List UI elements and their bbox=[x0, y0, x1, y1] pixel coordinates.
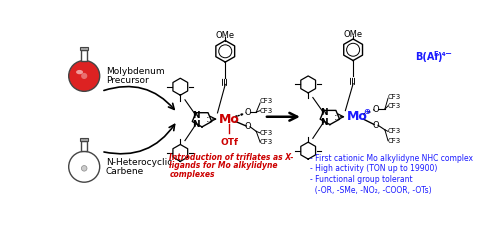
Text: N: N bbox=[320, 108, 328, 118]
Text: ...: ... bbox=[82, 46, 86, 50]
Text: CF3: CF3 bbox=[388, 103, 401, 109]
Ellipse shape bbox=[76, 70, 83, 74]
Circle shape bbox=[81, 73, 87, 79]
Text: O: O bbox=[372, 105, 379, 114]
Text: O: O bbox=[244, 108, 251, 117]
Text: complexes: complexes bbox=[170, 170, 215, 179]
Text: N: N bbox=[192, 111, 200, 120]
Circle shape bbox=[82, 166, 87, 171]
Text: - High activity (TON up to 19900): - High activity (TON up to 19900) bbox=[310, 164, 438, 173]
Text: - First cationic Mo alkylidyne NHC complex: - First cationic Mo alkylidyne NHC compl… bbox=[310, 154, 474, 163]
FancyBboxPatch shape bbox=[82, 141, 87, 151]
Circle shape bbox=[68, 61, 100, 91]
Text: :: : bbox=[206, 114, 209, 124]
Text: N-Heterocyclic: N-Heterocyclic bbox=[106, 158, 172, 167]
Circle shape bbox=[68, 151, 100, 182]
FancyBboxPatch shape bbox=[80, 47, 88, 50]
Text: CF3: CF3 bbox=[388, 128, 401, 134]
Text: −: − bbox=[444, 49, 451, 58]
Text: (-OR, -SMe, -NO₂, -COOR, -OTs): (-OR, -SMe, -NO₂, -COOR, -OTs) bbox=[310, 186, 432, 195]
Text: ...: ... bbox=[82, 137, 86, 141]
Text: CF3: CF3 bbox=[260, 98, 274, 104]
Text: Molybdenum: Molybdenum bbox=[106, 67, 164, 76]
Text: N: N bbox=[320, 118, 328, 127]
FancyBboxPatch shape bbox=[80, 138, 88, 141]
Text: ≡: ≡ bbox=[220, 76, 230, 85]
Text: O: O bbox=[244, 122, 251, 131]
Text: Mo: Mo bbox=[218, 113, 240, 125]
Text: ≡: ≡ bbox=[348, 74, 358, 84]
Text: Carbene: Carbene bbox=[106, 167, 144, 176]
Text: F: F bbox=[434, 51, 438, 57]
Text: CF3: CF3 bbox=[260, 108, 274, 114]
Text: N: N bbox=[192, 120, 200, 129]
FancyBboxPatch shape bbox=[82, 50, 87, 61]
Text: :: : bbox=[334, 112, 337, 122]
Text: )⁴: )⁴ bbox=[437, 52, 446, 63]
Text: ligands for Mo alkylidyne: ligands for Mo alkylidyne bbox=[170, 161, 278, 170]
Text: B(Ar: B(Ar bbox=[415, 52, 440, 63]
Text: Introduction of triflates as X-: Introduction of triflates as X- bbox=[170, 153, 294, 162]
Text: - Functional group tolerant: - Functional group tolerant bbox=[310, 175, 413, 184]
Text: OMe: OMe bbox=[344, 30, 362, 39]
Text: O: O bbox=[372, 121, 379, 130]
Text: CF3: CF3 bbox=[260, 130, 274, 136]
Text: Mo: Mo bbox=[346, 110, 368, 123]
Text: OMe: OMe bbox=[216, 31, 235, 40]
Text: CF3: CF3 bbox=[388, 94, 401, 100]
Text: OTf: OTf bbox=[220, 137, 238, 147]
Text: Precursor: Precursor bbox=[106, 76, 148, 85]
Text: ⊕: ⊕ bbox=[363, 107, 370, 116]
Text: CF3: CF3 bbox=[388, 138, 401, 144]
Text: CF3: CF3 bbox=[260, 139, 274, 145]
